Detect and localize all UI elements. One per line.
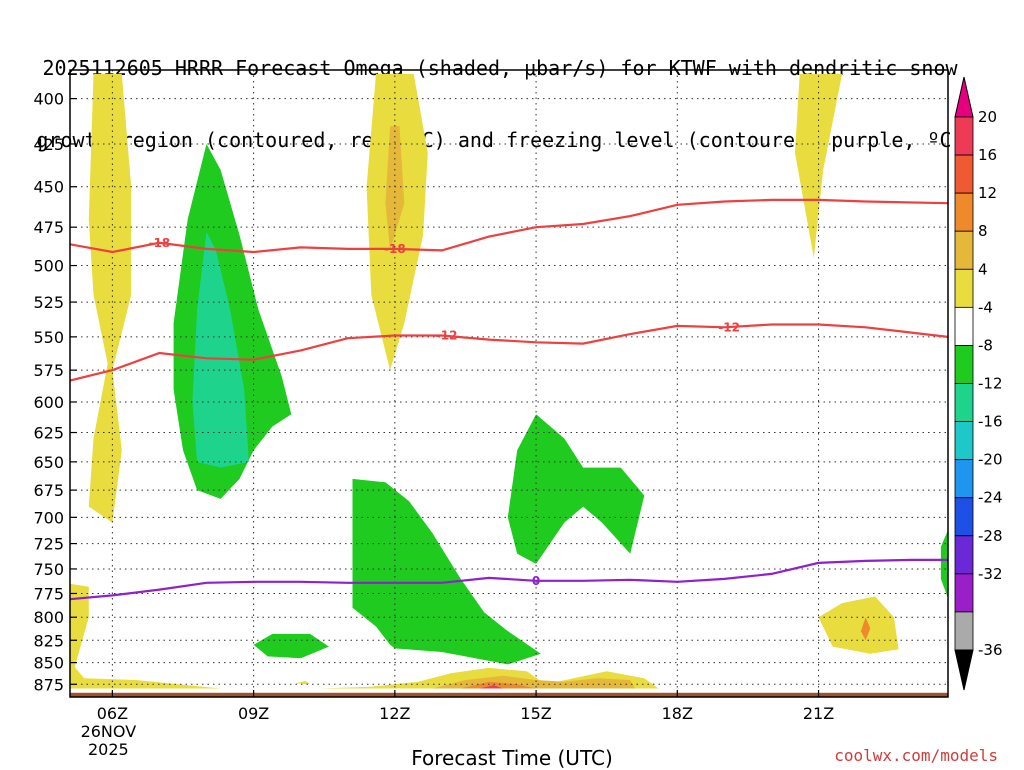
- colorbar-swatch-3: [954, 230, 974, 270]
- y-tick-label-875: 875: [33, 675, 64, 694]
- y-tick-label-500: 500: [33, 257, 64, 276]
- y-tick-label-600: 600: [33, 393, 64, 412]
- omega-region-10: [479, 685, 504, 689]
- ground-bar: [70, 692, 948, 697]
- colorbar-label-4: 4: [978, 260, 988, 278]
- omega-region-11: [296, 680, 311, 685]
- colorbar-label-8: -16: [978, 413, 1003, 431]
- grid-lines: [70, 70, 948, 697]
- credit-link[interactable]: coolwx.com/models: [834, 746, 998, 765]
- omega-shading: [70, 73, 948, 689]
- y-tick-label-475: 475: [33, 218, 64, 237]
- chart-title: 2025112605 HRRR Forecast Omega (shaded, …: [0, 8, 1000, 176]
- contour-label-0: -18: [149, 236, 171, 250]
- y-tick-label-625: 625: [33, 424, 64, 443]
- contour--12-line: [70, 323, 948, 382]
- omega-region-17: [940, 530, 948, 599]
- colorbar-label-11: -28: [978, 527, 1003, 545]
- title-line-1: 2025112605 HRRR Forecast Omega (shaded, …: [42, 56, 958, 80]
- colorbar-label-0: 20: [978, 108, 997, 126]
- colorbar-swatch-5: [954, 306, 974, 346]
- colorbar-swatch-12: [954, 573, 974, 613]
- x-tick-label-18: 18Z: [662, 704, 693, 723]
- colorbar-label-10: -24: [978, 489, 1003, 507]
- y-tick-label-700: 700: [33, 508, 64, 527]
- y-tick-label-425: 425: [33, 135, 64, 154]
- y-tick-label-750: 750: [33, 560, 64, 579]
- x-tick-year: 2025: [88, 740, 129, 759]
- y-axis: 400 425 450 475 500 525 550 575 600 625 650 675 700 7…: [33, 90, 77, 694]
- colorbar-label-9: -20: [978, 451, 1003, 469]
- x-tick-date: 26NOV: [81, 722, 137, 741]
- colorbar-label-6: -8: [978, 336, 993, 354]
- colorbar-swatch-11: [954, 535, 974, 575]
- colorbar-label-1: 16: [978, 146, 997, 164]
- colorbar-swatch-4: [954, 268, 974, 308]
- contour-label-2: -12: [436, 329, 458, 343]
- omega-region-16: [253, 633, 329, 659]
- contour-label-1: -18: [384, 242, 406, 256]
- omega-region-13: [192, 231, 249, 468]
- x-tick-label-6: 06Z: [97, 704, 128, 723]
- colorbar-label-13: -36: [978, 641, 1003, 659]
- contour-0-line: [70, 558, 948, 601]
- omega-region-3: [795, 73, 843, 259]
- colorbar-swatch-2: [954, 192, 974, 232]
- y-tick-label-450: 450: [33, 178, 64, 197]
- colorbar-label-3: 8: [978, 222, 988, 240]
- y-tick-label-725: 725: [33, 535, 64, 554]
- omega-region-14: [352, 478, 541, 665]
- temperature-contours: [70, 198, 948, 601]
- colorbar-swatch-9: [954, 459, 974, 499]
- x-tick-label-15: 15Z: [520, 704, 551, 723]
- x-axis-label: Forecast Time (UTC): [411, 746, 613, 770]
- y-tick-label-575: 575: [33, 361, 64, 380]
- contour-labels: -18 -18 -12 -12 0: [149, 236, 740, 588]
- omega-region-6: [70, 583, 221, 689]
- plot-frame: [69, 69, 949, 698]
- y-tick-label-800: 800: [33, 608, 64, 627]
- colorbar-swatch-1: [954, 154, 974, 194]
- y-tick-label-825: 825: [33, 631, 64, 650]
- ground-strip: [70, 692, 948, 697]
- y-tick-label-550: 550: [33, 328, 64, 347]
- colorbar-label-7: -12: [978, 375, 1003, 393]
- omega-region-4: [818, 596, 899, 654]
- colorbar-bottom-arrow: [954, 649, 974, 691]
- colorbar-label-12: -32: [978, 565, 1003, 583]
- omega-region-2: [385, 126, 405, 251]
- y-tick-label-675: 675: [33, 481, 64, 500]
- omega-region-5: [860, 617, 871, 641]
- y-tick-label-775: 775: [33, 584, 64, 603]
- y-tick-label-525: 525: [33, 293, 64, 312]
- omega-region-0: [88, 73, 132, 523]
- x-tick-label-21: 21Z: [803, 704, 834, 723]
- y-tick-label-650: 650: [33, 453, 64, 472]
- x-tick-label-9: 09Z: [238, 704, 269, 723]
- colorbar-label-5: -4: [978, 298, 993, 316]
- contour--18-line: [70, 198, 948, 254]
- colorbar-swatch-13: [954, 611, 974, 651]
- contour-label-4: 0: [532, 574, 540, 588]
- colorbar-top-arrow: [954, 76, 974, 118]
- colorbar-swatch-6: [954, 345, 974, 384]
- y-tick-label-400: 400: [33, 90, 64, 109]
- y-tick-label-850: 850: [33, 654, 64, 673]
- omega-region-15: [507, 414, 645, 564]
- omega-region-9: [460, 681, 537, 689]
- x-tick-label-12: 12Z: [379, 704, 410, 723]
- colorbar: 20 16 12 8 4 -4 -8 -12 -16 -20 -24 -28 -32 -36: [954, 76, 1003, 691]
- colorbar-label-2: 12: [978, 184, 997, 202]
- contour-label-3: -12: [718, 320, 740, 334]
- colorbar-swatch-0: [954, 116, 974, 156]
- colorbar-swatch-7: [954, 383, 974, 422]
- colorbar-swatch-10: [954, 497, 974, 537]
- colorbar-swatch-8: [954, 421, 974, 461]
